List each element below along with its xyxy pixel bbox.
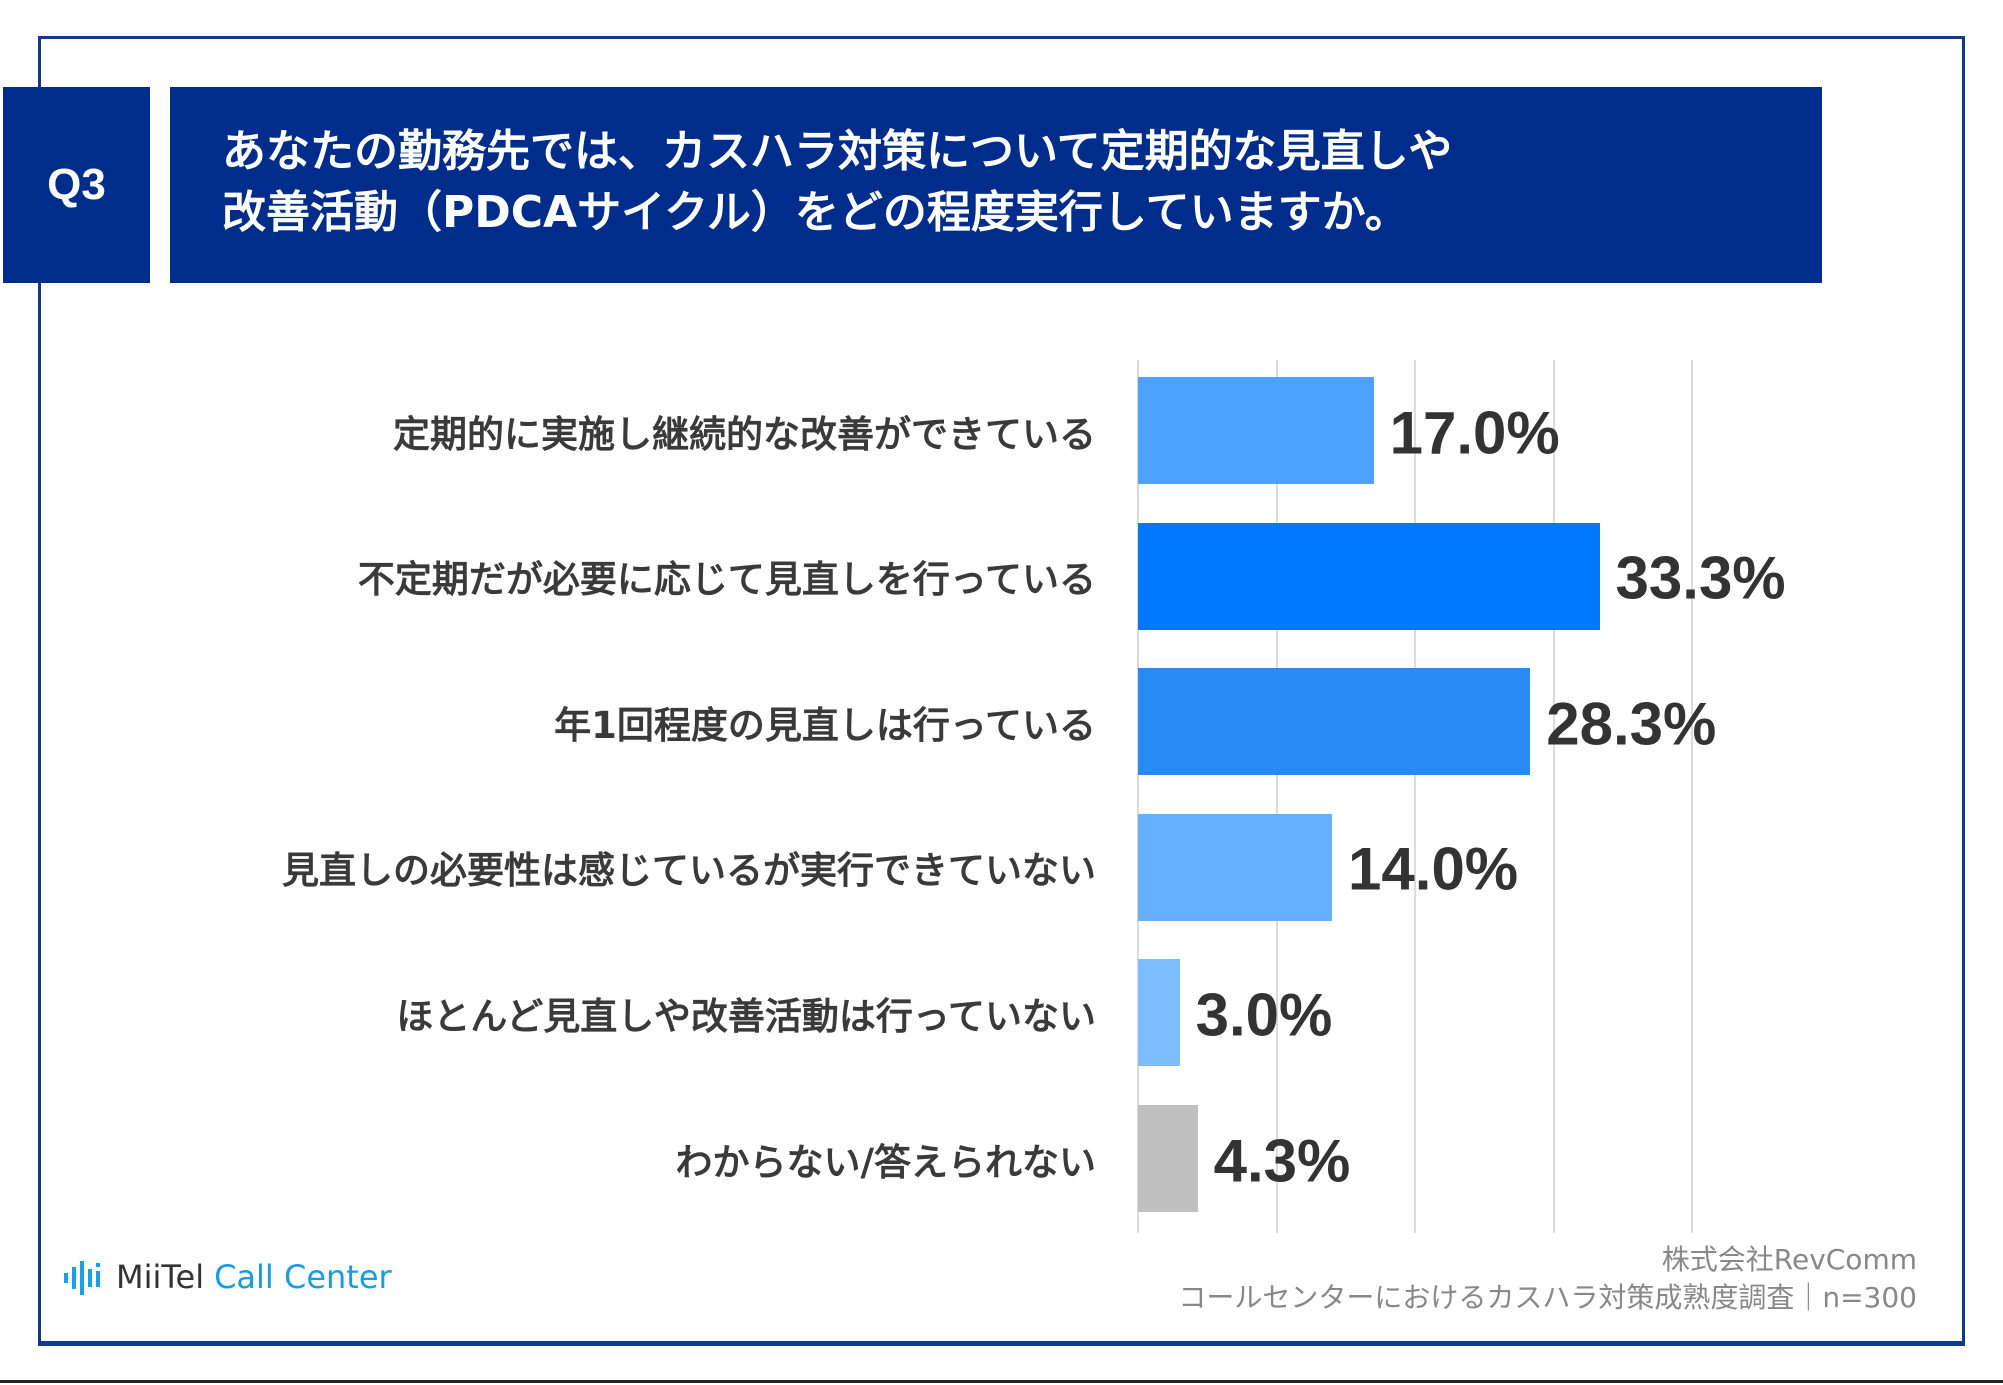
title-line-2: 改善活動（PDCAサイクル）をどの程度実行していますか。 [222,187,1409,238]
bar [1138,959,1180,1067]
value-label: 14.0% [1348,835,1519,903]
bottom-divider [0,1380,2003,1383]
category-label: ほとんど見直しや改善活動は行っていない [396,994,1096,1038]
category-label: 見直しの必要性は感じているが実行できていない [282,849,1096,893]
question-number-badge: Q3 [3,87,150,283]
logo-text-miitel: MiiTel [116,1258,205,1296]
category-label: 年1回程度の見直しは行っている [554,703,1096,747]
value-label: 3.0% [1195,981,1333,1049]
value-label: 28.3% [1546,690,1717,758]
category-label: 不定期だが必要に応じて見直しを行っている [357,558,1096,602]
gridline [1691,360,1694,1233]
category-label: 定期的に実施し継続的な改善ができている [393,412,1096,456]
company-name: 株式会社RevComm [1661,1243,1917,1276]
gridline [1137,360,1139,1233]
logo-text-callcenter: Call Center [214,1258,392,1296]
value-label: 17.0% [1389,399,1560,466]
gridline [1552,360,1555,1233]
miitel-logo: MiiTel Call Center [62,1258,392,1296]
bar [1138,1105,1198,1212]
survey-source: コールセンターにおけるカスハラ対策成熟度調査｜n=300 [1178,1281,1917,1314]
bar [1138,813,1333,921]
bar [1138,377,1374,484]
bar [1138,522,1600,630]
gridline [1414,360,1417,1233]
title-line-1: あなたの勤務先では、カスハラ対策について定期的な見直しや [222,126,1453,177]
chart-frame [38,36,1965,1346]
bar [1138,668,1531,776]
question-title: あなたの勤務先では、カスハラ対策について定期的な見直しや 改善活動（PDCAサイ… [170,87,1822,283]
gridline [1275,360,1278,1233]
category-label: わからない/答えられない [675,1140,1096,1184]
waveform-icon [64,1261,100,1295]
value-label: 4.3% [1213,1127,1351,1194]
value-label: 33.3% [1615,544,1786,612]
